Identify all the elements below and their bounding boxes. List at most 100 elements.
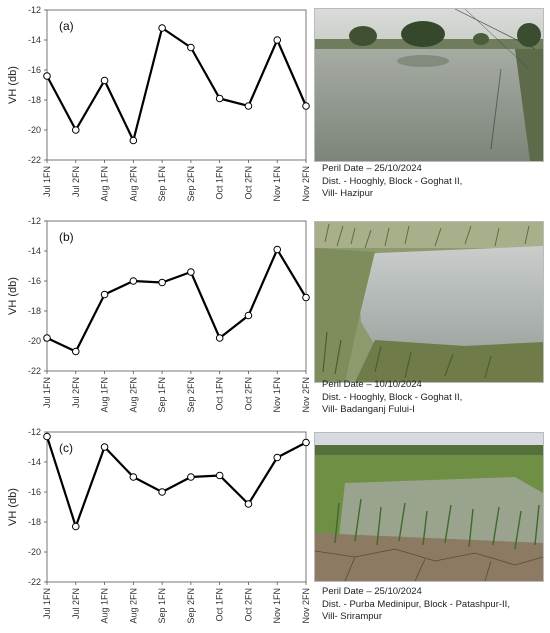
x-tick-label: Aug 1FN [100, 588, 110, 624]
panel-label: (b) [59, 230, 74, 244]
x-tick-label: Nov 2FN [301, 166, 311, 202]
data-point [158, 278, 166, 287]
x-tick-label: Nov 1FN [272, 166, 282, 202]
photo-b [314, 221, 544, 383]
y-tick-label: -22 [28, 577, 41, 587]
data-point [129, 473, 138, 481]
y-tick-label: -14 [28, 457, 41, 467]
y-tick-label: -12 [28, 427, 41, 437]
x-tick-label: Oct 2FN [243, 377, 253, 411]
location-district-block: Dist. - Hooghly, Block - Goghat II, [322, 391, 463, 403]
data-point [71, 522, 80, 531]
x-tick-label: Nov 1FN [272, 588, 282, 624]
data-point [100, 76, 109, 85]
x-tick-label: Oct 1FN [215, 377, 225, 411]
data-point [158, 24, 166, 32]
data-point [187, 43, 195, 52]
location-district-block: Dist. - Purba Medinipur, Block - Patashp… [322, 598, 510, 610]
data-point [158, 488, 166, 496]
x-tick-label: Jul 2FN [71, 588, 81, 619]
y-axis-label: VH (db) [7, 66, 19, 104]
panel-c: -22 -20 -18 -16 -14 -12 Jul 1FN Jul 2FN Aug 1FN A… [0, 422, 550, 633]
plot-frame [46, 220, 307, 372]
plot-frame [46, 431, 307, 583]
y-tick-label: -16 [28, 487, 41, 497]
series-line [45, 436, 307, 530]
x-tick-label: Nov 2FN [301, 377, 311, 413]
caption-a: Peril Date – 25/10/2024 Dist. - Hooghly,… [322, 163, 462, 201]
data-point [43, 432, 51, 441]
x-tick-label: Jul 1FN [42, 588, 52, 619]
data-point [273, 245, 282, 254]
series-line [46, 247, 307, 353]
x-tick-label: Aug 2FN [128, 377, 138, 413]
x-tick-label: Sep 1FN [157, 377, 167, 413]
data-point [302, 293, 310, 302]
y-tick-label: -18 [28, 306, 41, 316]
x-tick-label: Nov 2FN [301, 588, 311, 624]
y-tick-label: -20 [28, 547, 41, 557]
location-village: Vill- Badanganj Fului-I [322, 404, 415, 415]
photo-a [314, 8, 544, 162]
x-tick-label: Sep 2FN [186, 377, 196, 413]
plot-frame [46, 9, 307, 161]
data-point [244, 311, 253, 320]
panel-b: -22 -20 -18 -16 -14 -12 Jul 1FN Jul 2FN Aug 1FN A… [0, 211, 550, 422]
caption-b: Peril Date – 10/10/2024 Dist. - Hooghly,… [322, 379, 462, 417]
data-point [71, 347, 80, 356]
flooded-field-with-trees-image [315, 9, 543, 161]
data-point [43, 334, 51, 342]
data-point [302, 102, 310, 110]
peril-date: Peril Date – 25/10/2024 [322, 586, 422, 597]
data-point [215, 471, 224, 480]
x-tick-label: Oct 1FN [215, 588, 225, 622]
data-point [215, 334, 224, 342]
chart-a: -22 -20 -18 -16 -14 -12 Jul 1FN Jul 2FN Aug 1FN A… [7, 5, 311, 202]
x-tick-label: Aug 1FN [100, 166, 110, 202]
x-tick-label: Jul 2FN [71, 166, 81, 197]
peril-date: Peril Date – 10/10/2024 [322, 379, 422, 390]
y-tick-label: -22 [28, 366, 41, 376]
data-point [273, 453, 282, 462]
waterlogged-paddy-field-image [315, 222, 543, 382]
x-tick-label: Jul 1FN [42, 377, 52, 408]
data-point [244, 102, 253, 110]
location-village: Vill- Hazipur [322, 188, 374, 199]
location-village: Vill- Srirampur [322, 611, 383, 622]
x-tick-label: Nov 1FN [272, 377, 282, 413]
x-tick-label: Sep 2FN [186, 166, 196, 202]
data-point [273, 36, 282, 44]
location-district-block: Dist. - Hooghly, Block - Goghat II, [322, 175, 463, 187]
data-point [215, 94, 224, 103]
x-tick-label: Jul 1FN [42, 166, 52, 197]
data-point [129, 136, 138, 145]
data-point [100, 290, 109, 299]
panel-a: -22 -20 -18 -16 -14 -12 Jul 1FN Jul 2FN Aug 1FN A… [0, 0, 550, 211]
data-point [302, 438, 310, 447]
data-point [187, 268, 195, 276]
x-tick-label: Sep 1FN [157, 166, 167, 202]
y-tick-label: -12 [28, 5, 41, 15]
data-point [129, 277, 138, 285]
x-tick-label: Aug 1FN [100, 377, 110, 413]
peril-date: Peril Date – 25/10/2024 [322, 163, 422, 174]
y-tick-label: -20 [28, 125, 41, 135]
y-tick-label: -12 [28, 216, 41, 226]
data-point [244, 500, 253, 508]
x-tick-label: Aug 2FN [128, 166, 138, 202]
data-point [71, 126, 80, 134]
data-point [43, 72, 51, 80]
photo-c [314, 432, 544, 582]
x-tick-label: Oct 1FN [215, 166, 225, 200]
y-axis-label: VH (db) [7, 277, 19, 315]
data-point [187, 473, 195, 481]
y-tick-label: -14 [28, 35, 41, 45]
caption-c: Peril Date – 25/10/2024 Dist. - Purba Me… [322, 586, 510, 624]
y-tick-label: -18 [28, 517, 41, 527]
x-tick-label: Aug 2FN [128, 588, 138, 624]
data-point [100, 443, 109, 451]
y-tick-label: -16 [28, 276, 41, 286]
panel-label: (c) [59, 441, 73, 455]
x-tick-label: Oct 2FN [243, 588, 253, 622]
x-tick-label: Oct 2FN [243, 166, 253, 200]
